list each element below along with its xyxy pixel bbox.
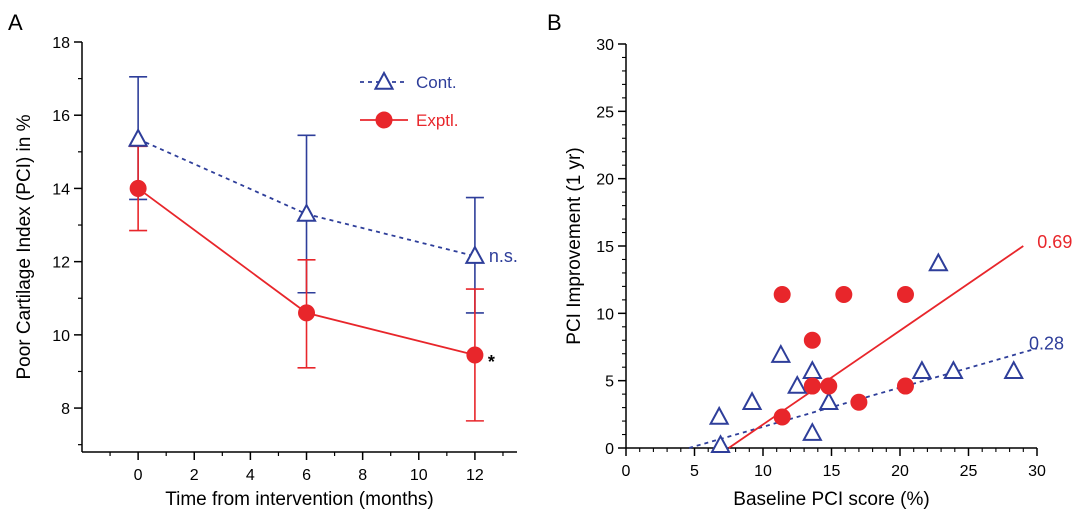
panel-a-x-tick-label: 0 — [134, 467, 143, 484]
panel-b-letter: B — [547, 10, 562, 35]
panel-a-y-axis-title: Poor Cartilage Index (PCI) in % — [14, 114, 35, 379]
panel-b-point-experimental — [835, 285, 853, 303]
panel-a-significance-star: * — [488, 352, 495, 372]
panel-b-y-tick-label: 30 — [596, 37, 614, 54]
legend-control-label: Cont. — [416, 73, 457, 92]
panel-a-y-tick-label: 14 — [52, 181, 70, 198]
panel-b-x-tick-label: 0 — [622, 463, 631, 480]
panel-b-point-experimental — [850, 393, 868, 411]
panel-a-x-tick-label: 12 — [466, 467, 484, 484]
panel-b-fit-label-experimental: 0.69 — [1037, 232, 1072, 252]
panel-b-x-tick-label: 20 — [891, 463, 909, 480]
panel-a-point-control — [464, 245, 486, 264]
panel-b-y-tick-label: 20 — [596, 172, 614, 189]
panel-b-y-axis-title: PCI Improvement (1 yr) — [564, 147, 585, 344]
panel-a-x-tick-label: 2 — [190, 467, 199, 484]
panel-b-x-tick-label: 15 — [823, 463, 841, 480]
legend-experimental-label: Exptl. — [416, 111, 459, 130]
panel-a-x-tick-label: 6 — [302, 467, 311, 484]
panel-b-point-experimental — [773, 285, 791, 303]
panel-b-point-experimental — [820, 377, 838, 395]
panel-b-point-experimental — [896, 377, 914, 395]
panel-b-point-control — [818, 391, 839, 410]
panel-a-point-experimental — [298, 304, 316, 322]
panel-b-point-control — [802, 360, 823, 379]
panel-b-y-tick-label: 10 — [596, 306, 614, 323]
panel-b-point-experimental — [803, 377, 821, 395]
panel-a-point-experimental — [129, 179, 147, 197]
panel-b-point-control — [708, 405, 730, 425]
panel-a-ns-annotation: n.s. — [489, 246, 518, 266]
panel-a-point-control — [127, 127, 149, 147]
panel-b-fit-label-control: 0.28 — [1029, 333, 1064, 353]
panel-a-y-tick-label: 18 — [52, 35, 70, 52]
panel-b-point-control — [911, 360, 933, 379]
panel-a-letter: A — [8, 10, 23, 35]
panel-a-y-tick-label: 16 — [52, 108, 70, 125]
panel-b-x-tick-label: 10 — [754, 463, 772, 480]
panel-b-y-tick-label: 5 — [605, 374, 614, 391]
panel-b-y-tick-label: 25 — [596, 104, 614, 121]
panel-b-point-control — [770, 343, 792, 363]
panel-a-point-experimental — [466, 346, 484, 364]
panel-a-x-tick-label: 8 — [358, 467, 367, 484]
panel-b-point-experimental — [896, 285, 914, 303]
panel-b-point-control — [741, 391, 763, 410]
panel-b-x-tick-label: 5 — [690, 463, 699, 480]
panel-a-x-tick-label: 4 — [246, 467, 255, 484]
panel-b-point-control — [928, 252, 949, 272]
panel-a-y-tick-label: 12 — [52, 255, 70, 272]
panel-a-y-tick-label: 10 — [52, 328, 70, 345]
panel-b-point-control — [1003, 360, 1024, 379]
legend-experimental-marker — [375, 111, 393, 129]
panel-b-point-control — [787, 374, 808, 394]
panel-b-point-control — [943, 360, 964, 379]
panel-b-point-control — [710, 434, 731, 454]
panel-b-point-experimental — [773, 408, 791, 426]
panel-b-point-experimental — [803, 331, 821, 349]
panel-b-y-tick-label: 15 — [596, 239, 614, 256]
panel-b-y-tick-label: 0 — [605, 441, 614, 458]
panel-a-x-axis-title: Time from intervention (months) — [165, 489, 434, 510]
legend-control-marker — [373, 70, 395, 90]
panel-a-point-control — [296, 202, 317, 222]
panel-b-point-control — [802, 422, 823, 441]
panel-b-fit-line-experimental — [728, 245, 1024, 449]
panel-b-x-tick-label: 30 — [1028, 463, 1046, 480]
panel-b-x-axis-title: Baseline PCI score (%) — [733, 489, 929, 510]
panel-b-x-tick-label: 25 — [960, 463, 978, 480]
panel-a-y-tick-label: 8 — [61, 401, 70, 418]
panel-a-x-tick-label: 10 — [410, 467, 428, 484]
